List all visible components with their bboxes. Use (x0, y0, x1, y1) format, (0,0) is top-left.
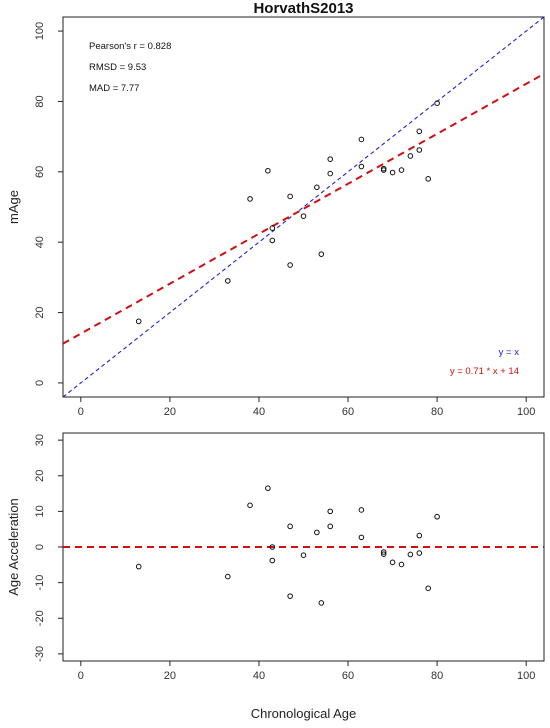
y-tick-label: 60 (34, 166, 46, 178)
x-tick-label: 100 (517, 670, 535, 682)
x-tick-label: 20 (164, 670, 176, 682)
x-tick-label: 60 (342, 406, 354, 418)
data-point (389, 559, 396, 566)
y-tick-label: 0 (34, 544, 46, 550)
data-point (327, 508, 334, 515)
data-point (407, 153, 414, 159)
identity-line (63, 17, 544, 397)
data-point (434, 100, 440, 107)
data-point (269, 237, 276, 244)
chart-title: HorvathS2013 (253, 0, 353, 17)
data-point (434, 513, 440, 520)
x-tick-label: 80 (431, 406, 443, 418)
stat-annotation: MAD = 7.77 (89, 83, 139, 94)
y-tick-label: 20 (34, 306, 46, 318)
data-point (300, 552, 307, 558)
data-point (269, 544, 276, 550)
data-point (287, 593, 293, 599)
data-point (416, 550, 423, 556)
data-point (389, 169, 396, 176)
plot-frame-1 (62, 16, 545, 398)
x-tick-label: 100 (517, 406, 535, 418)
legend-regression-label: y = 0.71 * x + 14 (450, 366, 519, 377)
y-tick-label: 10 (34, 505, 46, 517)
data-point (425, 176, 432, 182)
data-point (247, 502, 253, 509)
x-tick-label: 0 (78, 406, 84, 418)
data-point (398, 167, 405, 173)
y-tick-label: 40 (34, 236, 46, 248)
data-point (265, 167, 271, 174)
data-point (318, 600, 325, 606)
data-point (135, 318, 142, 325)
x-tick-label: 60 (342, 670, 354, 682)
data-point (327, 523, 334, 530)
data-point (425, 585, 432, 592)
data-point (318, 251, 325, 257)
x-tick-label: 80 (431, 670, 443, 682)
data-point (398, 561, 405, 568)
data-point (380, 551, 387, 557)
data-point (416, 147, 423, 153)
data-point (380, 167, 387, 173)
data-point (224, 278, 231, 284)
data-point (287, 193, 293, 200)
data-point (265, 485, 271, 492)
data-point (380, 549, 387, 555)
stat-annotation: Pearson's r = 0.828 (89, 41, 171, 52)
y-axis-title: mAge (6, 190, 21, 224)
x-tick-label: 20 (164, 406, 176, 418)
x-tick-label: 0 (78, 670, 84, 682)
y-tick-label: -30 (34, 646, 46, 662)
data-point (269, 225, 276, 231)
y-tick-label: 80 (34, 95, 46, 107)
y-tick-label: 0 (34, 380, 46, 386)
stat-annotation: RMSD = 9.53 (89, 62, 146, 73)
data-point (135, 563, 142, 570)
y-tick-label: 100 (34, 22, 46, 40)
legend-identity-label: y = x (499, 347, 520, 358)
y-tick-label: 30 (34, 434, 46, 446)
data-point (416, 532, 423, 539)
y-tick-label: 20 (34, 470, 46, 482)
x-tick-label: 40 (253, 406, 265, 418)
data-point (407, 551, 414, 558)
data-point (287, 262, 293, 268)
data-point (269, 557, 276, 564)
data-point (300, 213, 307, 219)
x-axis-title: Chronological Age (251, 706, 357, 721)
data-point (358, 507, 365, 513)
y-tick-label: -20 (34, 610, 46, 626)
data-point (358, 534, 365, 541)
data-point (416, 128, 423, 135)
regression-line (63, 72, 544, 345)
data-point (358, 136, 365, 143)
data-point (314, 529, 320, 536)
data-point (327, 170, 334, 177)
data-point (287, 523, 293, 530)
data-point (247, 196, 253, 202)
data-point (358, 163, 365, 170)
data-point (224, 573, 231, 580)
y-axis-title: Age Acceleration (6, 498, 21, 596)
x-tick-label: 40 (253, 670, 265, 682)
data-point (327, 156, 334, 162)
y-tick-label: -10 (34, 575, 46, 591)
data-point (314, 184, 320, 191)
